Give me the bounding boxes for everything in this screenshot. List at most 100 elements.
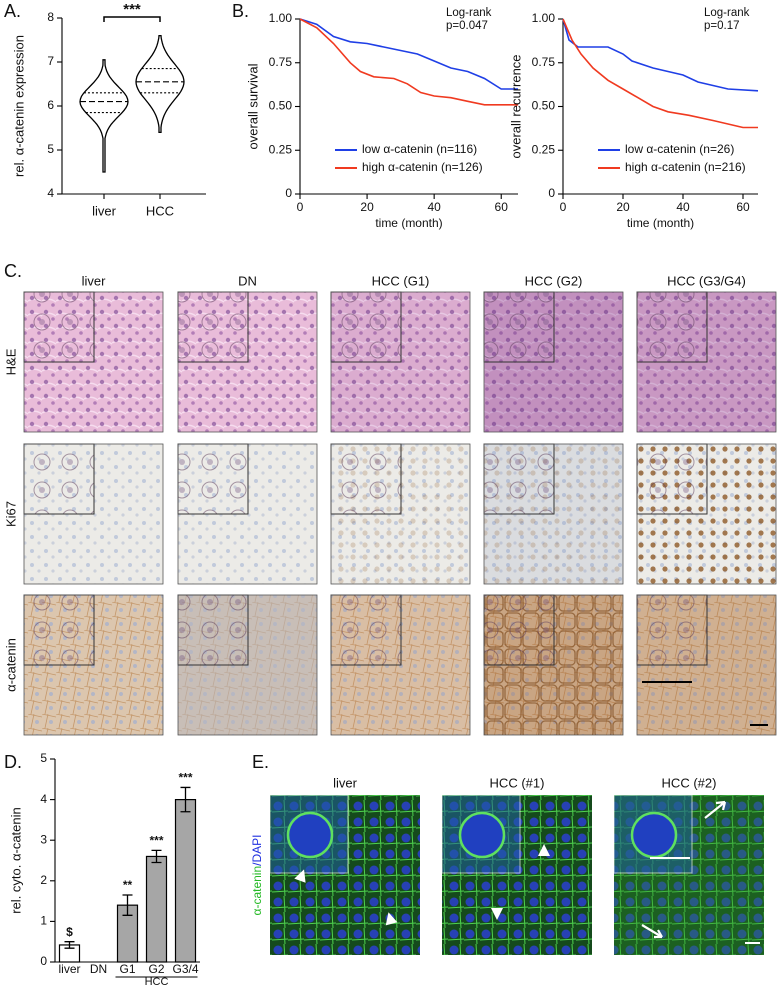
panel-letter: E. (252, 752, 269, 772)
annotation: Log-rank (446, 7, 492, 19)
y-tick-label: 0.75 (269, 55, 293, 69)
x-tick-label: DN (90, 962, 107, 976)
legend-label: low α-catenin (n=26) (625, 142, 734, 156)
significance-label: *** (178, 771, 192, 785)
inset (330, 443, 402, 515)
violin (135, 34, 185, 134)
x-tick-label: G2 (148, 962, 164, 976)
x-tick-label: 20 (616, 200, 630, 214)
x-axis-label: time (month) (375, 216, 442, 230)
micrograph-border (330, 594, 471, 736)
y-tick-label: 0 (285, 186, 292, 200)
micrograph-border (23, 443, 164, 585)
arrowhead (294, 869, 306, 883)
inset (177, 594, 249, 666)
column-label: HCC (G3/G4) (667, 273, 746, 288)
column-label: liver (82, 273, 107, 288)
annotation: p=0.047 (446, 20, 488, 32)
significance-label: ** (123, 878, 133, 892)
inset (23, 594, 95, 666)
column-label: HCC (G2) (525, 273, 583, 288)
stain-blue: /DAPI (250, 835, 264, 866)
survival-curve (299, 18, 518, 106)
inset-cell (630, 811, 678, 859)
x-tick-label: 40 (427, 200, 441, 214)
arrowhead (538, 844, 550, 856)
row-label: α-catenin (3, 638, 18, 692)
bar (145, 855, 168, 963)
column-label: DN (238, 273, 257, 288)
stain-green: α-catenin (250, 866, 264, 916)
y-tick-label: 0 (40, 954, 47, 968)
inset (483, 291, 555, 363)
error-bar (122, 894, 133, 916)
y-tick-label: 0.25 (269, 142, 293, 156)
y-tick-label: 5 (47, 142, 54, 156)
legend-label: low α-catenin (n=116) (362, 142, 477, 156)
arrowhead (491, 908, 503, 920)
annotation: p=0.17 (704, 20, 740, 32)
y-axis-label: overall survival (245, 63, 260, 149)
column-label: liver (333, 775, 358, 790)
y-tick-label: 1.00 (532, 11, 556, 25)
y-tick-label: 0 (548, 186, 555, 200)
column-label: HCC (#2) (662, 775, 717, 790)
micrograph-border (330, 291, 471, 433)
y-tick-label: 1 (40, 914, 47, 928)
violin (79, 59, 129, 173)
y-tick-label: 7 (47, 54, 54, 68)
arrowhead (385, 912, 398, 926)
micrograph-border (177, 291, 318, 433)
micrograph-border (636, 443, 777, 585)
micrograph-border (23, 594, 164, 736)
y-tick-label: 5 (40, 751, 47, 765)
x-tick-label: liver (92, 203, 117, 218)
y-axis-label: rel. cyto. α-catenin (8, 807, 23, 914)
arrow (641, 924, 663, 939)
y-tick-label: 4 (47, 186, 54, 200)
inset (483, 443, 555, 515)
panel-letter: B. (232, 1, 249, 21)
micrograph-border (483, 443, 624, 585)
significance-bracket (103, 16, 161, 22)
annotation: Log-rank (704, 7, 750, 19)
inset (483, 594, 555, 666)
bar (174, 798, 197, 963)
panel-letter: D. (4, 752, 22, 772)
inset (177, 443, 249, 515)
y-axis-label: rel. α-catenin expression (11, 35, 26, 177)
x-axis-label: time (month) (627, 216, 694, 230)
y-axis-label: overall recurrence (508, 54, 523, 158)
inset (636, 443, 708, 515)
y-tick-label: 2 (40, 873, 47, 887)
significance-label: $ (66, 925, 73, 939)
y-tick-label: 8 (47, 10, 54, 24)
survival-curve (299, 18, 518, 90)
arrow (704, 800, 727, 819)
inset (636, 594, 708, 666)
inset (23, 443, 95, 515)
error-bar (64, 941, 75, 949)
micrograph-border (177, 443, 318, 585)
y-tick-label: 0.50 (532, 99, 556, 113)
y-tick-label: 0.75 (532, 55, 556, 69)
row-label: H&E (3, 348, 18, 375)
row-label: Ki67 (3, 501, 18, 527)
inset (23, 291, 95, 363)
survival-curve (562, 18, 758, 129)
inset (330, 291, 402, 363)
inset (330, 594, 402, 666)
inset-cell (286, 811, 334, 859)
y-tick-label: 4 (40, 792, 47, 806)
x-tick-label: G3/4 (172, 962, 198, 976)
micrograph-border (23, 291, 164, 433)
x-tick-label: 20 (360, 200, 374, 214)
inset (177, 291, 249, 363)
x-tick-label: HCC (146, 203, 174, 218)
micrograph-border (483, 291, 624, 433)
y-tick-label: 0.50 (269, 99, 293, 113)
micrograph-border (636, 594, 777, 736)
stain-label: α-catenin/DAPI (250, 835, 264, 916)
